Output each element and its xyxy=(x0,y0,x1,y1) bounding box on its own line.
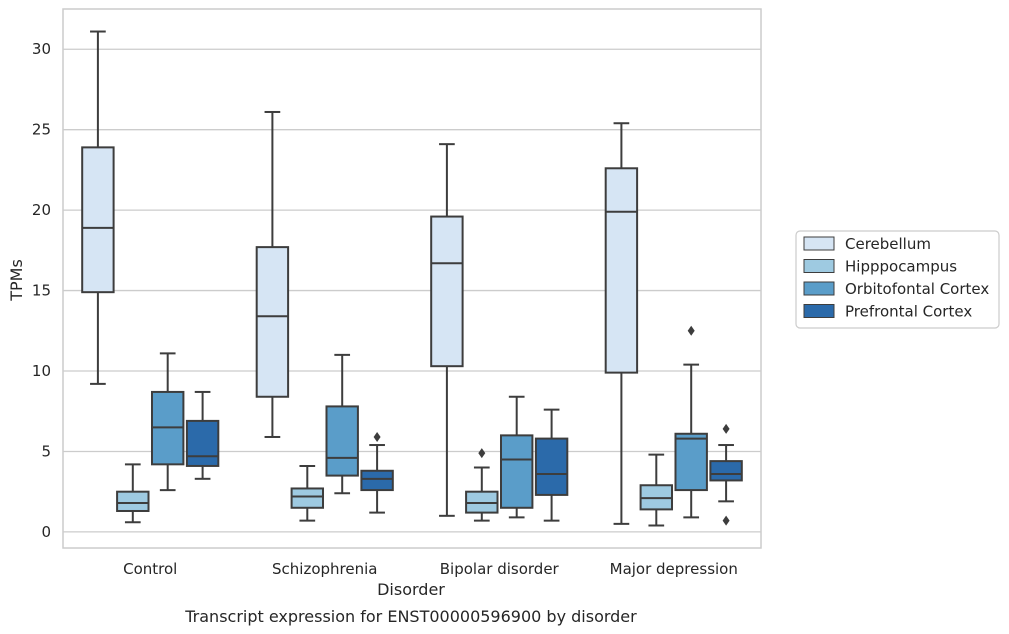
box-body xyxy=(290,487,325,509)
y-tick-label: 15 xyxy=(32,282,51,300)
y-tick-label: 10 xyxy=(32,362,51,380)
box xyxy=(255,110,290,438)
box-body xyxy=(325,405,359,477)
x-axis-label: Disorder xyxy=(377,580,445,599)
plot-frame xyxy=(62,8,762,549)
box-body xyxy=(604,167,639,374)
y-tick-label: 30 xyxy=(32,40,51,58)
outlier-marker xyxy=(722,423,730,434)
legend-label: Prefrontal Cortex xyxy=(845,303,972,321)
box xyxy=(290,464,325,522)
chart-caption: Transcript expression for ENST0000059690… xyxy=(184,607,637,626)
outlier-marker xyxy=(373,431,381,442)
x-tick-label: Bipolar disorder xyxy=(440,560,560,578)
box xyxy=(465,448,499,522)
box xyxy=(674,325,708,519)
outlier-marker xyxy=(687,325,695,336)
box xyxy=(534,408,569,522)
y-axis-ticks: 0 5 10 15 20 25 30 xyxy=(32,40,51,541)
y-axis-label: TPMs xyxy=(7,259,26,302)
box xyxy=(325,353,359,495)
box-body xyxy=(185,419,220,467)
box xyxy=(430,143,464,517)
outlier-marker xyxy=(478,448,486,459)
legend-swatch xyxy=(803,304,835,318)
legend-swatch xyxy=(803,259,835,273)
legend-swatch xyxy=(803,281,835,296)
outlier-marker xyxy=(722,515,730,526)
box-marks xyxy=(81,30,743,527)
x-tick-label: Control xyxy=(123,560,177,578)
box-body xyxy=(81,146,115,294)
y-tick-label: 20 xyxy=(32,201,51,219)
box-body xyxy=(534,437,569,496)
box-body xyxy=(430,215,464,368)
box-body xyxy=(360,469,394,492)
y-tick-label: 0 xyxy=(41,523,51,541)
x-tick-label: Schizophrenia xyxy=(272,560,377,578)
box xyxy=(604,122,639,525)
box-body xyxy=(709,460,743,482)
y-tick-label: 5 xyxy=(41,442,51,460)
box xyxy=(150,352,185,492)
x-tick-label: Major depression xyxy=(610,560,738,578)
y-tick-label: 25 xyxy=(32,121,51,139)
legend-label: Orbitofontal Cortex xyxy=(845,280,989,298)
box xyxy=(360,431,394,514)
box xyxy=(639,453,674,527)
box-body xyxy=(499,434,534,509)
legend: Cerebellum Hipppocampus Orbitofontal Corte… xyxy=(795,230,1000,329)
legend-label: Cerebellum xyxy=(845,235,931,253)
box xyxy=(709,423,743,526)
box xyxy=(116,463,150,524)
box-body xyxy=(255,246,290,398)
x-axis-ticks: Control Schizophrenia Bipolar disorder Majo… xyxy=(123,560,738,578)
box-body xyxy=(674,432,708,492)
legend-frame xyxy=(795,230,1000,329)
box-body xyxy=(116,490,150,512)
legend-label: Hipppocampus xyxy=(845,258,957,276)
box xyxy=(81,30,115,385)
box xyxy=(499,395,534,519)
legend-swatch xyxy=(803,236,835,251)
box xyxy=(185,390,220,480)
